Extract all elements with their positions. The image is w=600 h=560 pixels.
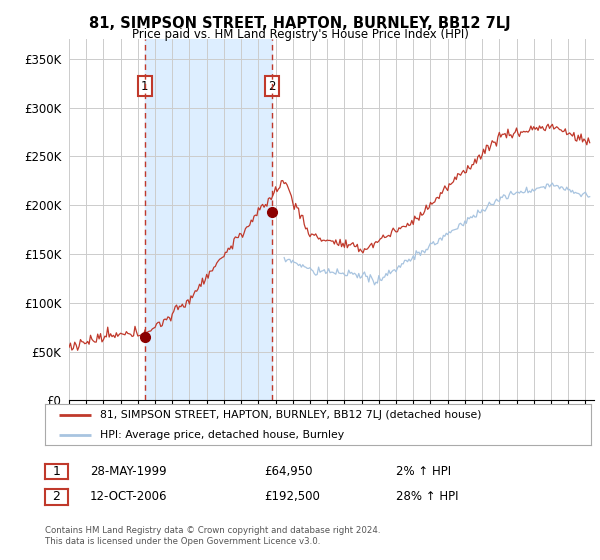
Text: 81, SIMPSON STREET, HAPTON, BURNLEY, BB12 7LJ: 81, SIMPSON STREET, HAPTON, BURNLEY, BB1… <box>89 16 511 31</box>
Text: 28% ↑ HPI: 28% ↑ HPI <box>396 490 458 503</box>
Text: 28-MAY-1999: 28-MAY-1999 <box>90 465 167 478</box>
Text: 1: 1 <box>141 80 148 92</box>
Text: £192,500: £192,500 <box>264 490 320 503</box>
Text: HPI: Average price, detached house, Burnley: HPI: Average price, detached house, Burn… <box>100 430 344 440</box>
Text: 1: 1 <box>52 465 61 478</box>
Text: 12-OCT-2006: 12-OCT-2006 <box>90 490 167 503</box>
Text: 2% ↑ HPI: 2% ↑ HPI <box>396 465 451 478</box>
Text: 2: 2 <box>52 490 61 503</box>
Text: Price paid vs. HM Land Registry's House Price Index (HPI): Price paid vs. HM Land Registry's House … <box>131 28 469 41</box>
Text: £64,950: £64,950 <box>264 465 313 478</box>
Text: Contains HM Land Registry data © Crown copyright and database right 2024.
This d: Contains HM Land Registry data © Crown c… <box>45 526 380 546</box>
Text: 2: 2 <box>268 80 275 92</box>
Bar <box>145 39 272 400</box>
Text: 81, SIMPSON STREET, HAPTON, BURNLEY, BB12 7LJ (detached house): 81, SIMPSON STREET, HAPTON, BURNLEY, BB1… <box>100 410 481 421</box>
